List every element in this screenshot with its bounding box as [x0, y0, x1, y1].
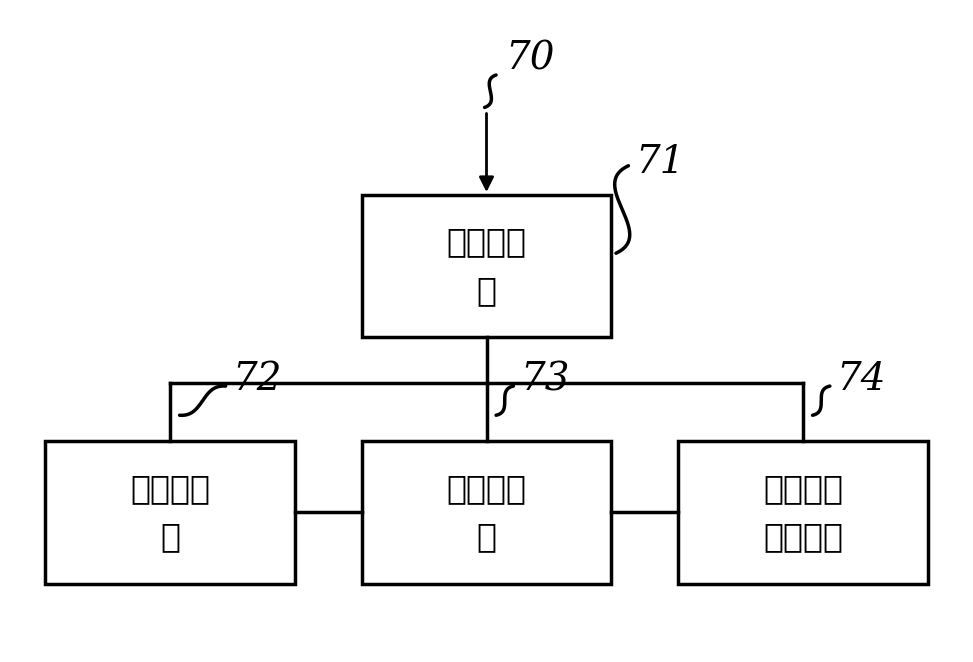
Text: 电流采样
器: 电流采样 器: [130, 471, 210, 553]
Bar: [46, 441, 295, 584]
Text: 73: 73: [521, 361, 569, 398]
Text: 基准电流
源: 基准电流 源: [447, 225, 526, 307]
Text: 第二比较
器: 第二比较 器: [447, 471, 526, 553]
Bar: [362, 441, 611, 584]
Text: 70: 70: [506, 40, 556, 77]
Bar: [678, 441, 927, 584]
Text: 71: 71: [635, 144, 685, 181]
Text: 74: 74: [837, 361, 886, 398]
Text: 72: 72: [233, 361, 282, 398]
Bar: [362, 195, 611, 338]
Text: 总关断信
号产生器: 总关断信 号产生器: [763, 471, 843, 553]
